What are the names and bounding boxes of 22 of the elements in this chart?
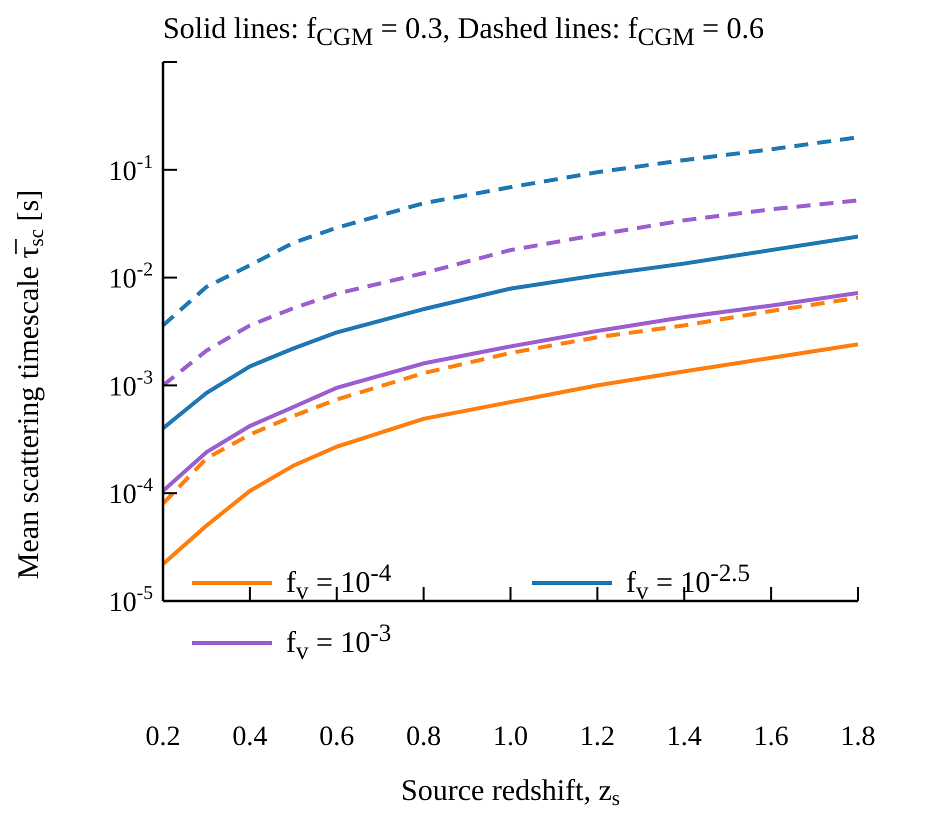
legend-label: f$_{v}$ = 10$^{-4}$ xyxy=(286,560,392,606)
x-tick-label: 1.6 xyxy=(754,721,789,752)
x-tick-label: 1.0 xyxy=(493,721,528,752)
legend-label: f$_{v}$ = 10$^{-2.5}$ xyxy=(626,560,750,606)
chart-title: Solid lines: f$_{CGM}$ = 0.3, Dashed lines: f$_{CGM}$ = 0.6 xyxy=(162,12,764,51)
x-tick-label: 1.4 xyxy=(666,721,702,752)
x-tick-label: 0.2 xyxy=(146,721,180,752)
legend-label: f$_{v}$ = 10$^{-3}$ xyxy=(286,620,392,666)
line-series xyxy=(163,342,858,566)
y-tick-label: 10$^{-3}$ xyxy=(108,367,154,402)
y-tick-label: 10$^{-1}$ xyxy=(108,152,153,187)
x-tick-label: 1.8 xyxy=(840,721,876,752)
line-series xyxy=(163,198,858,388)
y-tick-label: 10$^{-5}$ xyxy=(108,583,154,618)
x-tick-label: 1.2 xyxy=(580,721,615,752)
y-tick-label: 10$^{-4}$ xyxy=(108,475,154,510)
x-axis-title: Source redshift, z$_{s}$ xyxy=(401,774,620,810)
x-tick-label: 0.6 xyxy=(319,721,354,752)
line-series xyxy=(163,234,858,430)
y-tick-label: 10$^{-2}$ xyxy=(108,260,153,295)
x-tick-label: 0.8 xyxy=(406,721,442,752)
x-tick-label: 0.4 xyxy=(232,721,268,752)
